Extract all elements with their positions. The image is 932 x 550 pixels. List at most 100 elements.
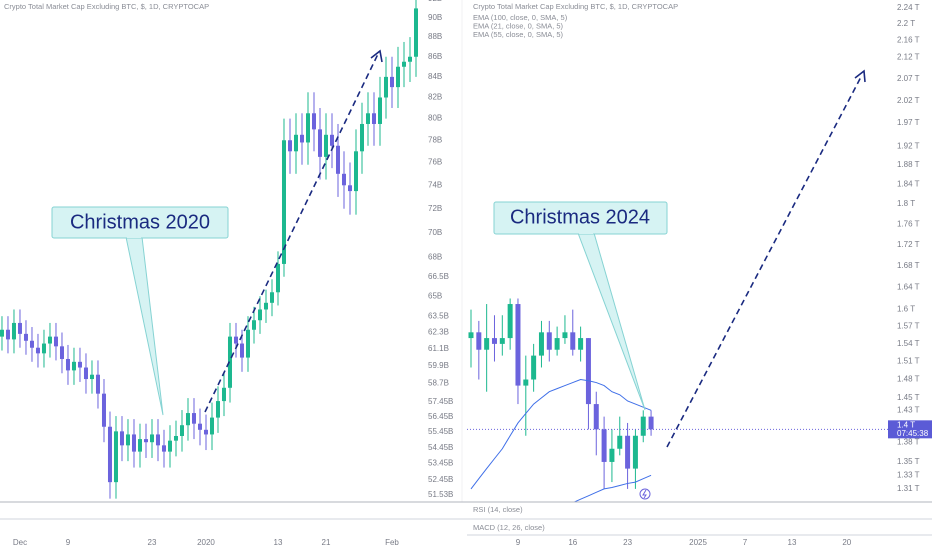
candle-body xyxy=(161,445,166,452)
ema-line xyxy=(573,474,652,502)
x-tick-label: 9 xyxy=(66,538,71,547)
candle-body xyxy=(468,332,474,339)
indicator-legend: EMA (100, close, 0, SMA, 5) xyxy=(473,13,568,22)
candle-body xyxy=(11,322,16,340)
candle-body xyxy=(35,347,40,354)
candle-body xyxy=(245,329,250,358)
candle-body xyxy=(119,431,124,446)
candle-body xyxy=(179,425,184,436)
y-tick-label: 51.53B xyxy=(428,490,453,499)
y-tick-label: 59.9B xyxy=(428,361,449,370)
y-tick-label: 2.24 T xyxy=(897,3,920,12)
y-tick-label: 52.45B xyxy=(428,475,453,484)
y-tick-label: 1.51 T xyxy=(897,357,920,366)
plot-left xyxy=(0,0,418,499)
y-tick-label: 1.64 T xyxy=(897,283,920,292)
candle-body xyxy=(317,129,322,157)
candle-body xyxy=(233,336,238,344)
y-tick-label: 61.1B xyxy=(428,344,449,353)
candle-body xyxy=(585,338,591,405)
candle-body xyxy=(554,338,560,350)
x-tick-label: Dec xyxy=(13,538,27,547)
candle-body xyxy=(23,333,28,341)
pane-label: MACD (12, 26, close) xyxy=(473,523,545,532)
candle-body xyxy=(59,346,64,359)
candle-body xyxy=(263,302,268,310)
candle-body xyxy=(125,434,130,446)
y-tick-label: 1.68 T xyxy=(897,261,920,270)
y-tick-label: 78B xyxy=(428,135,442,144)
y-tick-label: 1.54 T xyxy=(897,339,920,348)
chart-title: Crypto Total Market Cap Excluding BTC, $… xyxy=(473,2,678,11)
y-tick-label: 2.12 T xyxy=(897,52,920,61)
y-tick-label: 1.88 T xyxy=(897,160,920,169)
candle-body xyxy=(413,8,418,57)
candle-body xyxy=(191,413,196,424)
y-tick-label: 72B xyxy=(428,204,442,213)
candle-body xyxy=(484,338,490,350)
y-tick-label: 1.8 T xyxy=(897,199,915,208)
y-tick-label: 56.45B xyxy=(428,412,453,421)
chart-title: Crypto Total Market Cap Excluding BTC, $… xyxy=(4,2,209,11)
candle-body xyxy=(359,123,364,152)
candle-body xyxy=(155,434,160,446)
candle-body xyxy=(65,358,70,371)
candle-body xyxy=(593,404,599,430)
candle-body xyxy=(562,332,568,339)
candle-body xyxy=(601,429,607,462)
replay-icon[interactable] xyxy=(639,488,651,500)
y-tick-label: 53.45B xyxy=(428,459,453,468)
candle-body xyxy=(625,435,631,469)
y-tick-label: 86B xyxy=(428,52,442,61)
y-tick-label: 1.43 T xyxy=(897,405,920,414)
y-tick-label: 55.45B xyxy=(428,427,453,436)
candle-body xyxy=(395,66,400,88)
candle-body xyxy=(407,56,412,62)
candle-body xyxy=(491,338,497,344)
y-tick-label: 2.07 T xyxy=(897,74,920,83)
last-price-tag: 1.4 T 07:45:38 xyxy=(888,420,932,439)
plot-right xyxy=(467,298,888,502)
candle-body xyxy=(476,332,482,350)
candle-body xyxy=(95,374,100,394)
candle-body xyxy=(578,338,584,350)
y-tick-label: 84B xyxy=(428,72,442,81)
candle-body xyxy=(323,134,328,157)
candle-body xyxy=(275,263,280,293)
y-tick-label: 1.84 T xyxy=(897,179,920,188)
candle-body xyxy=(515,304,521,386)
y-tick-label: 1.45 T xyxy=(897,393,920,402)
candle-body xyxy=(371,113,376,124)
y-tick-label: 1.72 T xyxy=(897,240,920,249)
candle-body xyxy=(617,435,623,449)
candle-body xyxy=(239,343,244,358)
candle-body xyxy=(347,185,352,192)
pane-label: RSI (14, close) xyxy=(473,505,523,514)
x-tick-label: 2025 xyxy=(689,538,707,547)
x-tick-label: 13 xyxy=(788,538,797,547)
y-tick-label: 82B xyxy=(428,93,442,102)
candle-body xyxy=(640,416,646,436)
y-tick-label: 65B xyxy=(428,291,442,300)
candle-body xyxy=(209,417,214,435)
candle-body xyxy=(203,429,208,435)
countdown-label: 07:45:38 xyxy=(897,429,929,438)
candle-body xyxy=(335,145,340,174)
y-tick-label: 70B xyxy=(428,228,442,237)
y-tick-label: 80B xyxy=(428,114,442,123)
candle-body xyxy=(107,426,112,483)
y-tick-label: 1.38 T xyxy=(897,437,920,446)
y-tick-label: 1.97 T xyxy=(897,118,920,127)
candle-body xyxy=(113,431,118,483)
x-tick-label: 16 xyxy=(568,538,577,547)
candle-body xyxy=(167,440,172,452)
candle-body xyxy=(287,140,292,152)
candle-body xyxy=(17,322,22,334)
candle-body xyxy=(507,304,513,339)
y-tick-label: 57.45B xyxy=(428,397,453,406)
candle-body xyxy=(173,435,178,441)
trend-arrow xyxy=(204,49,383,413)
y-tick-label: 2.2 T xyxy=(897,19,915,28)
candle-body xyxy=(41,343,46,354)
